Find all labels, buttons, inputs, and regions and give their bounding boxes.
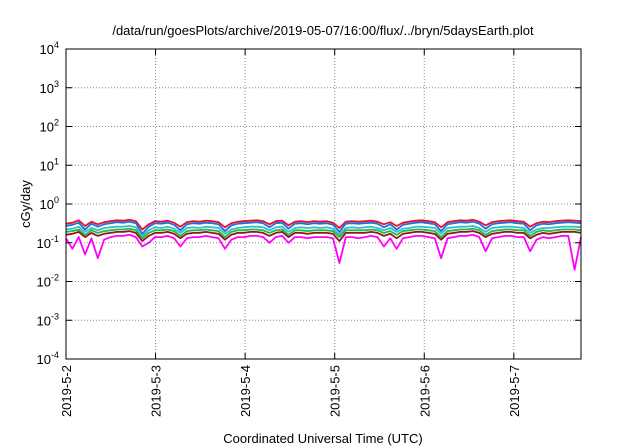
- x-axis: 2019-5-2 2019-5-3 2019-5-4 2019-5-5 2019-5-6…: [59, 49, 522, 417]
- chart-title: /data/run/goesPlots/archive/2019-05-07/1…: [112, 23, 534, 38]
- y-tick-label: 10-4: [37, 350, 59, 367]
- x-tick-label: 2019-5-7: [507, 365, 522, 417]
- series-line-6: [65, 233, 582, 271]
- series-group: [65, 218, 582, 271]
- x-tick-label: 2019-5-5: [328, 365, 343, 417]
- y-axis: 10-4 10-3 10-2 10-1 100 101 102 103 104: [37, 40, 581, 367]
- x-tick-label: 2019-5-3: [149, 365, 164, 417]
- series-line-4: [65, 227, 582, 240]
- series-line-3: [65, 225, 582, 237]
- series-line-1: [65, 218, 582, 231]
- y-tick-label: 101: [40, 156, 59, 173]
- y-tick-label: 10-1: [37, 234, 59, 251]
- y-tick-label: 10-3: [37, 311, 59, 328]
- x-tick-label: 2019-5-6: [417, 365, 432, 417]
- y-tick-label: 102: [40, 118, 59, 135]
- x-tick-label: 2019-5-2: [59, 365, 74, 417]
- y-axis-label: cGy/day: [18, 180, 33, 228]
- y-tick-label: 100: [40, 195, 59, 212]
- series-line-5: [65, 230, 582, 243]
- plot-frame: [65, 48, 582, 360]
- series-line-2: [65, 220, 582, 235]
- x-axis-label: Coordinated Universal Time (UTC): [223, 431, 422, 446]
- x-tick-label: 2019-5-4: [238, 365, 253, 417]
- grid: [65, 49, 581, 359]
- y-tick-label: 103: [40, 79, 59, 96]
- y-tick-label: 104: [40, 40, 59, 57]
- y-tick-label: 10-2: [37, 273, 59, 290]
